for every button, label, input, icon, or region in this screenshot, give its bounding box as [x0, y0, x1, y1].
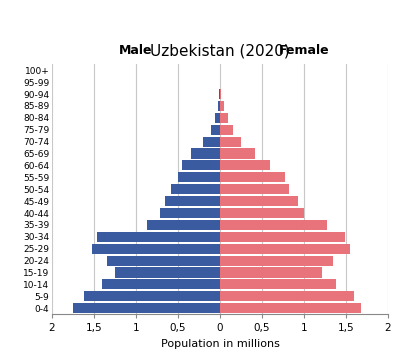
Bar — [73, 303, 220, 313]
Bar — [220, 232, 345, 242]
Bar — [219, 89, 220, 99]
Bar — [106, 256, 220, 266]
Bar — [220, 184, 289, 194]
Bar — [147, 220, 220, 230]
Bar — [115, 267, 220, 278]
Bar — [220, 256, 333, 266]
X-axis label: Population in millions: Population in millions — [160, 339, 280, 349]
Bar — [220, 125, 233, 135]
Bar — [220, 279, 336, 290]
Bar — [220, 172, 285, 182]
Bar — [215, 113, 220, 123]
Bar — [220, 291, 354, 301]
Bar — [220, 113, 228, 123]
Bar — [102, 279, 220, 290]
Text: Female: Female — [279, 44, 329, 57]
Bar — [220, 160, 270, 171]
Bar — [211, 125, 220, 135]
Text: Male: Male — [119, 44, 153, 57]
Bar — [220, 101, 224, 111]
Bar — [220, 137, 241, 147]
Bar — [192, 149, 220, 159]
Bar — [171, 184, 220, 194]
Bar — [92, 243, 220, 254]
Title: Uzbekistan (2020): Uzbekistan (2020) — [150, 44, 290, 59]
Bar — [160, 208, 220, 218]
Bar — [220, 220, 327, 230]
Bar — [203, 137, 220, 147]
Bar — [220, 208, 304, 218]
Bar — [220, 267, 322, 278]
Bar — [220, 149, 255, 159]
Bar — [220, 243, 350, 254]
Bar — [182, 160, 220, 171]
Bar — [220, 303, 361, 313]
Bar — [220, 89, 221, 99]
Bar — [218, 101, 220, 111]
Bar — [96, 232, 220, 242]
Bar — [84, 291, 220, 301]
Bar — [178, 172, 220, 182]
Bar — [166, 196, 220, 206]
Bar — [220, 196, 298, 206]
